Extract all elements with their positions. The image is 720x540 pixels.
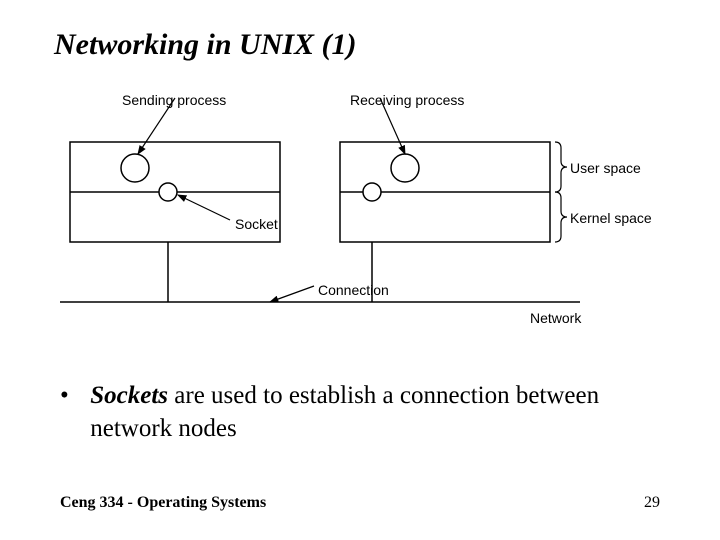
slide-title: Networking in UNIX (1) [54,28,357,62]
footer-page-number: 29 [644,494,660,512]
bullet-lead: Sockets [90,382,168,409]
label-network: Network [530,310,581,326]
label-socket: Socket [235,216,278,232]
socket-diagram: Sending process Receiving process Socket… [60,80,660,340]
label-receiving-process: Receiving process [350,92,464,108]
label-connection: Connection [318,282,389,298]
bullet-text: Sockets are used to establish a connecti… [90,380,650,445]
label-kernel-space: Kernel space [570,210,652,226]
label-sending-process: Sending process [122,92,226,108]
bullet-point: • Sockets are used to establish a connec… [60,380,660,445]
bullet-marker: • [60,380,84,413]
footer-course: Ceng 334 - Operating Systems [60,494,266,512]
label-user-space: User space [570,160,641,176]
